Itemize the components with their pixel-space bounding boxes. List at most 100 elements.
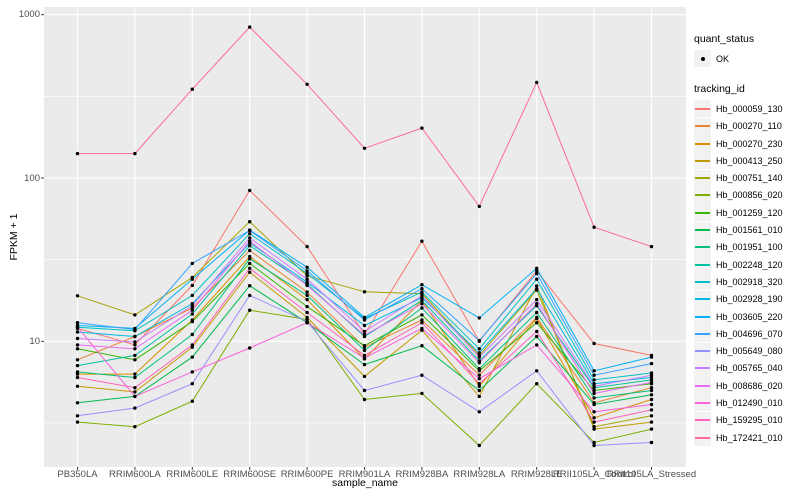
data-point [75,343,80,347]
data-point [535,266,539,270]
data-point [75,420,80,424]
data-point [592,396,596,400]
data-point [75,294,80,298]
data-point [133,327,137,332]
data-point [649,402,654,407]
y-axis-title: FPKM + 1 [8,213,20,261]
x-tick-label: PB350LA [57,469,98,480]
data-point [190,382,194,386]
data-point [190,87,194,91]
data-point [477,361,481,365]
legend-item: Hb_000751_140 [694,169,800,187]
legend-item: Hb_002928_190 [694,290,800,308]
data-point [477,204,481,209]
data-point [592,382,596,386]
data-point [190,308,194,312]
y-tick-label: 100 [24,172,40,184]
legend-item: Hb_001951_100 [694,238,800,256]
legend-title-tracking-id: tracking_id [694,83,745,96]
x-tick-label: RRIM600PE [280,469,334,480]
data-point [592,427,596,431]
legend-label: Hb_000413_250 [716,155,783,166]
data-point [535,329,539,334]
data-point [535,382,539,386]
data-point [305,277,309,281]
data-point [190,261,194,266]
data-point [133,425,137,429]
data-point [248,220,252,224]
data-point [248,346,252,350]
data-point [362,315,367,320]
data-point [190,399,194,403]
data-point [420,294,424,298]
data-point [477,443,481,448]
data-point [190,304,194,308]
data-point [592,373,596,377]
legend-label: Hb_000751_140 [716,173,783,184]
data-point [420,302,424,306]
data-point [362,374,367,379]
legend-key-line-icon [694,169,711,187]
data-point [190,283,194,288]
data-point [75,414,80,418]
data-point [75,336,80,341]
data-point [133,390,137,394]
legend-label: Hb_000270_110 [716,121,782,132]
data-point [649,414,654,418]
data-point [190,355,194,359]
data-point [305,290,309,294]
data-point [592,443,596,448]
data-point [305,271,309,276]
data-point [535,297,539,302]
data-point [477,388,481,393]
data-point [535,302,539,306]
legend-label: Hb_159295_010 [716,415,783,426]
data-point [305,82,309,87]
legend-item: Hb_159295_010 [694,411,800,429]
data-point [649,440,654,445]
data-point [535,284,539,288]
legend-item: Hb_001561_010 [694,221,800,239]
data-point [133,406,137,410]
data-point [592,410,596,414]
data-point [592,425,596,429]
data-point [248,244,252,248]
legend-tracking-items: Hb_000059_130 Hb_000270_110 Hb_000270_230 H… [694,100,800,447]
data-point [75,401,80,405]
data-point [592,420,596,424]
data-point [420,298,424,303]
legend-item: Hb_002248_120 [694,256,800,274]
legend-label: Hb_000059_130 [716,103,783,114]
data-point [248,188,252,193]
legend: quant_status OK tracking_id Hb_000059_13… [694,33,800,447]
data-point [477,338,481,343]
data-point [305,269,309,273]
legend-key-line-icon [694,100,711,118]
x-axis-title: sample_name [332,477,398,489]
y-tick-label: 1000 [18,9,40,21]
data-point [420,344,424,348]
legend-title-quant-status: quant_status [694,33,755,45]
data-point [535,277,539,281]
data-point [133,394,137,399]
data-point [649,378,654,382]
data-point [362,329,367,334]
legend-item: Hb_003605_220 [694,308,800,325]
data-point [420,321,424,325]
data-point [477,384,481,388]
data-point [75,370,80,374]
data-point [649,427,654,431]
data-point [477,410,481,414]
data-point [248,266,252,270]
data-point [420,290,424,294]
data-point [535,334,539,339]
data-point [592,391,596,396]
data-point [649,244,654,249]
data-point [248,293,252,298]
legend-item: Hb_012490_010 [694,394,800,412]
x-tick-label: RRIM928BA [395,469,449,480]
data-point [248,261,252,266]
legend-label: Hb_003605_220 [716,311,783,322]
data-point [535,369,539,373]
legend-key-line-icon [694,186,711,204]
